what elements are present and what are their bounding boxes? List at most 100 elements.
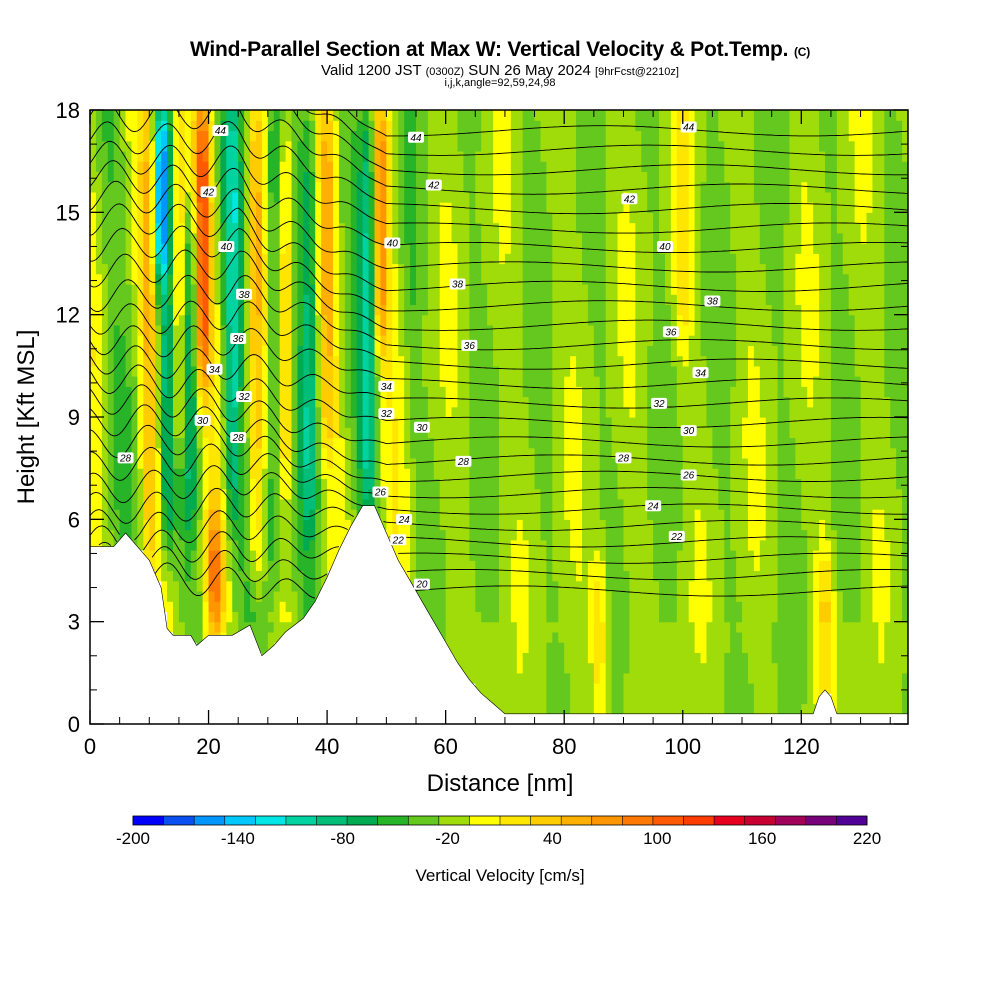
velocity-cell	[167, 161, 174, 172]
velocity-cell	[416, 457, 423, 469]
velocity-cell	[534, 672, 542, 684]
velocity-cell	[167, 590, 174, 602]
velocity-cell	[534, 652, 542, 664]
velocity-cell	[113, 161, 121, 172]
velocity-cell	[499, 263, 506, 275]
velocity-cell	[463, 181, 470, 193]
velocity-cell	[131, 396, 139, 408]
velocity-cell	[433, 417, 441, 428]
velocity-cell	[143, 324, 150, 336]
velocity-cell	[267, 150, 275, 162]
velocity-cell	[481, 212, 488, 224]
velocity-cell	[392, 498, 399, 510]
velocity-cell	[528, 519, 536, 531]
velocity-cell	[137, 488, 144, 500]
velocity-cell	[445, 355, 453, 367]
velocity-cell	[641, 662, 648, 674]
velocity-cell	[250, 355, 257, 367]
velocity-cell	[285, 304, 293, 316]
velocity-cell	[232, 273, 239, 285]
velocity-cell	[297, 580, 304, 592]
velocity-cell	[421, 222, 429, 234]
velocity-cell	[451, 314, 459, 326]
velocity-cell	[647, 457, 654, 469]
velocity-cell	[635, 447, 642, 459]
velocity-cell	[232, 376, 239, 387]
velocity-cell	[267, 396, 275, 408]
velocity-cell	[593, 283, 601, 295]
velocity-cell	[653, 191, 660, 203]
velocity-cell	[250, 601, 257, 613]
velocity-cell	[380, 202, 387, 213]
velocity-cell	[629, 631, 636, 643]
velocity-cell	[291, 191, 299, 203]
velocity-cell	[617, 232, 625, 244]
velocity-cell	[404, 273, 411, 285]
velocity-cell	[131, 488, 139, 500]
velocity-cell	[499, 335, 506, 346]
velocity-cell	[196, 365, 204, 377]
velocity-cell	[641, 457, 648, 469]
velocity-cell	[487, 621, 494, 633]
velocity-cell	[285, 560, 293, 572]
velocity-cell	[410, 478, 417, 490]
velocity-cell	[564, 355, 571, 367]
velocity-cell	[338, 130, 346, 142]
velocity-cell	[570, 652, 577, 664]
velocity-cell	[635, 498, 642, 510]
velocity-cell	[581, 294, 589, 306]
velocity-cell	[350, 294, 358, 306]
velocity-cell	[131, 478, 139, 490]
velocity-cell	[493, 447, 500, 459]
velocity-cell	[374, 376, 382, 387]
velocity-cell	[338, 304, 346, 316]
velocity-cell	[611, 683, 619, 694]
velocity-cell	[327, 202, 334, 213]
velocity-cell	[309, 519, 316, 531]
chart-title: Wind-Parallel Section at Max W: Vertical…	[0, 38, 1000, 62]
velocity-cell	[463, 509, 470, 520]
velocity-cell	[421, 478, 429, 490]
velocity-cell	[463, 130, 470, 142]
velocity-cell	[410, 550, 417, 561]
velocity-cell	[196, 396, 204, 408]
velocity-cell	[356, 457, 364, 469]
velocity-cell	[653, 457, 660, 469]
velocity-cell	[504, 601, 512, 613]
velocity-cell	[95, 365, 103, 377]
velocity-cell	[576, 642, 583, 653]
velocity-cell	[184, 386, 192, 398]
velocity-cell	[504, 427, 512, 439]
velocity-cell	[570, 427, 577, 439]
velocity-cell	[190, 181, 198, 193]
velocity-cell	[386, 468, 393, 479]
velocity-cell	[190, 222, 198, 234]
velocity-cell	[516, 212, 524, 224]
velocity-cell	[587, 621, 595, 633]
velocity-cell	[570, 683, 577, 694]
velocity-cell	[404, 171, 411, 183]
velocity-cell	[202, 580, 210, 592]
velocity-cell	[202, 396, 210, 408]
velocity-cell	[475, 130, 482, 142]
velocity-cell	[475, 498, 482, 510]
velocity-cell	[107, 294, 115, 306]
velocity-cell	[416, 294, 423, 306]
velocity-cell	[593, 457, 601, 469]
velocity-cell	[149, 550, 156, 561]
velocity-cell	[190, 283, 198, 295]
velocity-cell	[635, 580, 642, 592]
velocity-cell	[178, 386, 186, 398]
velocity-cell	[516, 120, 524, 132]
velocity-cell	[297, 232, 304, 244]
velocity-cell	[421, 550, 429, 561]
velocity-cell	[493, 396, 500, 408]
velocity-cell	[421, 161, 429, 172]
velocity-cell	[534, 283, 542, 295]
velocity-cell	[220, 150, 227, 162]
velocity-cell	[202, 304, 210, 316]
velocity-cell	[504, 662, 512, 674]
velocity-cell	[131, 365, 139, 377]
velocity-cell	[451, 345, 459, 357]
velocity-cell	[469, 417, 476, 428]
